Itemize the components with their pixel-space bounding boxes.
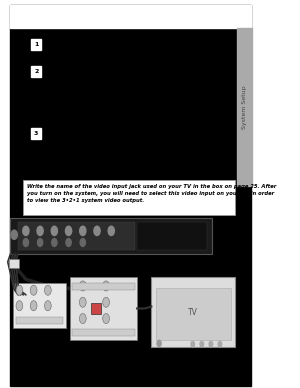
Text: Write the name of the video input jack used on your TV in the box on page 25. Af: Write the name of the video input jack u…	[27, 184, 277, 203]
Bar	[31, 128, 41, 139]
Circle shape	[80, 281, 86, 291]
Bar	[13, 283, 66, 328]
Circle shape	[16, 285, 23, 295]
Circle shape	[11, 230, 17, 239]
Circle shape	[23, 226, 29, 236]
Circle shape	[103, 297, 110, 307]
Circle shape	[157, 340, 161, 346]
Bar	[9, 259, 20, 268]
Circle shape	[44, 301, 51, 311]
Bar	[10, 5, 251, 28]
Text: 1: 1	[34, 42, 38, 47]
Circle shape	[44, 285, 51, 295]
Bar	[72, 329, 134, 336]
Circle shape	[30, 301, 37, 311]
Circle shape	[209, 341, 213, 347]
Circle shape	[30, 285, 37, 295]
Text: 3: 3	[34, 132, 38, 136]
Circle shape	[108, 226, 114, 236]
Text: System Setup: System Setup	[242, 85, 247, 129]
Circle shape	[51, 226, 57, 236]
Bar	[18, 222, 134, 250]
Circle shape	[94, 226, 100, 236]
Bar	[31, 66, 41, 77]
Circle shape	[66, 239, 71, 246]
Bar	[91, 303, 101, 314]
Bar	[137, 222, 207, 250]
Bar	[151, 277, 236, 347]
Bar	[23, 180, 236, 215]
Circle shape	[38, 239, 43, 246]
Circle shape	[103, 314, 110, 324]
Text: TV: TV	[188, 308, 198, 317]
Circle shape	[52, 239, 57, 246]
Bar	[70, 277, 137, 340]
Circle shape	[191, 341, 195, 347]
Circle shape	[200, 341, 204, 347]
Circle shape	[65, 226, 72, 236]
Bar	[72, 283, 134, 290]
Circle shape	[80, 226, 86, 236]
Bar	[16, 317, 63, 324]
Circle shape	[218, 341, 222, 347]
Bar	[237, 28, 252, 186]
Bar	[10, 218, 212, 254]
Bar	[31, 39, 41, 50]
Circle shape	[37, 226, 43, 236]
Circle shape	[23, 239, 28, 246]
Text: 2: 2	[34, 69, 38, 74]
Circle shape	[80, 297, 86, 307]
Circle shape	[16, 301, 23, 311]
Circle shape	[80, 314, 86, 324]
Bar	[156, 288, 231, 340]
Circle shape	[103, 281, 110, 291]
Circle shape	[80, 239, 86, 246]
